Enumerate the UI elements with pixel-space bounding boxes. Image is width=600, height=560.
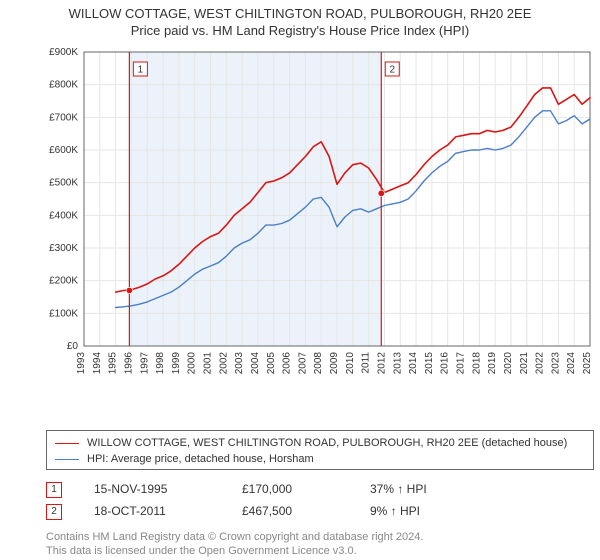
plot-area: £0 £100K £200K £300K £400K £500K £600K £700K £80…: [46, 48, 594, 382]
y-tick-label: £300K: [49, 243, 78, 254]
x-tick-label: 2002: [218, 352, 229, 375]
x-tick-label: 1993: [76, 352, 87, 375]
x-tick-label: 1999: [171, 352, 182, 375]
x-tick-label: 2004: [250, 352, 261, 375]
footer-note: Contains HM Land Registry data © Crown c…: [46, 530, 423, 558]
y-tick-label: £200K: [49, 276, 78, 287]
y-tick-label: £100K: [49, 308, 78, 319]
x-tick-label: 2001: [203, 352, 214, 375]
annotation-row: 2 18-OCT-2011 £467,500 9% ↑ HPI: [46, 500, 480, 522]
x-tick-label: 2010: [345, 352, 356, 375]
x-tick-label: 1995: [108, 352, 119, 375]
x-tick-label: 2013: [392, 352, 403, 375]
y-tick-label: £700K: [49, 112, 78, 123]
x-tick-label: 2022: [535, 352, 546, 375]
annotation-price: £467,500: [242, 504, 352, 518]
annotation-row: 1 15-NOV-1995 £170,000 37% ↑ HPI: [46, 478, 480, 500]
marker-callout-label: 2: [389, 65, 395, 76]
x-tick-label: 1997: [139, 352, 150, 375]
annotation-price: £170,000: [242, 482, 352, 496]
annotation-marker-box: 2: [46, 504, 62, 520]
x-tick-label: 2006: [282, 352, 293, 375]
legend-swatch: [55, 459, 79, 460]
marker-point: [126, 287, 132, 293]
chart-container: WILLOW COTTAGE, WEST CHILTINGTON ROAD, P…: [0, 0, 600, 560]
y-tick-label: £400K: [49, 210, 78, 221]
x-tick-label: 2025: [582, 352, 593, 375]
footer-line-2: This data is licensed under the Open Gov…: [46, 544, 423, 558]
annotation-table: 1 15-NOV-1995 £170,000 37% ↑ HPI 2 18-OCT-201…: [46, 478, 480, 522]
x-tick-label: 2019: [487, 352, 498, 375]
legend-item: HPI: Average price, detached house, Hors…: [55, 451, 585, 467]
marker-point: [378, 190, 384, 196]
y-tick-label: £900K: [49, 48, 78, 58]
x-tick-label: 2000: [187, 352, 198, 375]
x-tick-label: 2015: [424, 352, 435, 375]
x-tick-label: 1994: [92, 352, 103, 375]
x-tick-label: 2007: [297, 352, 308, 375]
annotation-marker-box: 1: [46, 482, 62, 498]
x-tick-label: 2017: [456, 352, 467, 375]
annotation-date: 18-OCT-2011: [94, 504, 224, 518]
annotation-date: 15-NOV-1995: [94, 482, 224, 496]
x-tick-label: 2016: [440, 352, 451, 375]
x-tick-label: 2008: [313, 352, 324, 375]
marker-callout-label: 1: [138, 65, 144, 76]
x-tick-label: 2009: [329, 352, 340, 375]
y-tick-label: £600K: [49, 145, 78, 156]
legend-swatch: [55, 443, 79, 444]
x-tick-label: 2018: [471, 352, 482, 375]
x-tick-label: 2012: [376, 352, 387, 375]
x-tick-label: 2024: [566, 352, 577, 375]
highlight-band: [129, 52, 381, 346]
annotation-delta: 37% ↑ HPI: [370, 482, 480, 496]
x-tick-label: 2021: [519, 352, 530, 375]
x-tick-label: 2023: [550, 352, 561, 375]
chart-title: WILLOW COTTAGE, WEST CHILTINGTON ROAD, P…: [0, 0, 600, 21]
y-tick-label: £800K: [49, 80, 78, 91]
y-tick-label: £0: [67, 341, 79, 352]
x-tick-label: 2014: [408, 352, 419, 375]
annotation-delta: 9% ↑ HPI: [370, 504, 480, 518]
legend: WILLOW COTTAGE, WEST CHILTINGTON ROAD, P…: [46, 430, 594, 470]
x-tick-label: 2003: [234, 352, 245, 375]
chart-subtitle: Price paid vs. HM Land Registry's House …: [0, 21, 600, 42]
y-tick-label: £500K: [49, 178, 78, 189]
legend-label: WILLOW COTTAGE, WEST CHILTINGTON ROAD, P…: [87, 435, 567, 451]
x-tick-label: 1996: [123, 352, 134, 375]
legend-item: WILLOW COTTAGE, WEST CHILTINGTON ROAD, P…: [55, 435, 585, 451]
legend-label: HPI: Average price, detached house, Hors…: [87, 451, 314, 467]
x-tick-label: 1998: [155, 352, 166, 375]
x-tick-label: 2005: [266, 352, 277, 375]
footer-line-1: Contains HM Land Registry data © Crown c…: [46, 530, 423, 544]
x-tick-label: 2011: [361, 352, 372, 374]
x-tick-label: 2020: [503, 352, 514, 375]
